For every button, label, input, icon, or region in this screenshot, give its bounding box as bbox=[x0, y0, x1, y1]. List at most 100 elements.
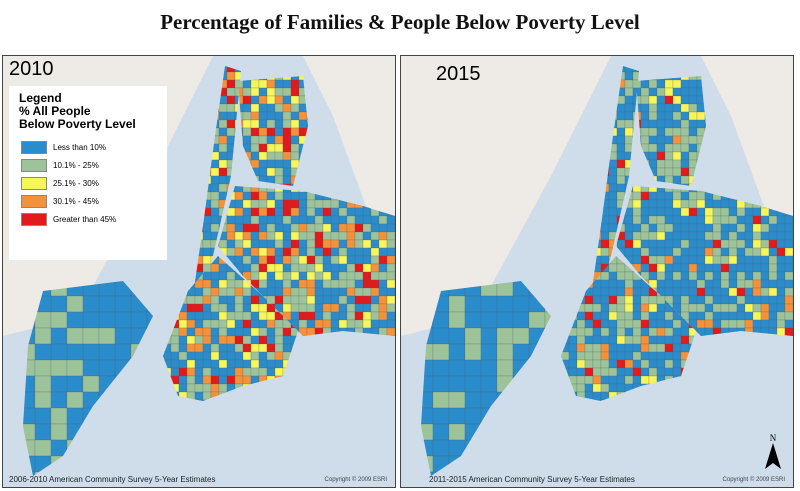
tract bbox=[147, 416, 155, 424]
tract bbox=[179, 416, 187, 424]
tract bbox=[235, 392, 243, 400]
tract bbox=[155, 352, 163, 360]
tract bbox=[171, 272, 179, 280]
tract bbox=[218, 103, 228, 113]
tract bbox=[315, 408, 323, 416]
tract bbox=[379, 400, 387, 408]
tract bbox=[75, 464, 83, 472]
tract bbox=[99, 448, 107, 456]
tract bbox=[155, 416, 163, 424]
tract bbox=[298, 95, 308, 105]
tract bbox=[339, 152, 347, 160]
tract bbox=[379, 368, 387, 376]
tract bbox=[227, 416, 235, 424]
tract bbox=[339, 344, 347, 352]
tract bbox=[99, 400, 107, 408]
tract bbox=[187, 192, 195, 200]
tract bbox=[202, 215, 212, 225]
tract bbox=[171, 448, 179, 456]
tract bbox=[210, 66, 220, 73]
tract bbox=[210, 135, 220, 145]
tract bbox=[187, 448, 195, 456]
tract bbox=[139, 360, 147, 368]
tract bbox=[11, 368, 19, 376]
tract bbox=[355, 360, 363, 368]
tract bbox=[210, 207, 220, 217]
tract bbox=[299, 352, 307, 360]
tract bbox=[195, 448, 203, 456]
tract bbox=[235, 408, 243, 416]
tract bbox=[323, 168, 331, 176]
tract bbox=[179, 456, 187, 464]
tract bbox=[315, 136, 323, 144]
tract bbox=[275, 472, 283, 480]
tract bbox=[179, 272, 187, 280]
tract bbox=[339, 416, 347, 424]
tract bbox=[115, 432, 123, 440]
tract bbox=[11, 336, 19, 344]
tract bbox=[298, 143, 308, 153]
tract bbox=[155, 392, 163, 400]
tract bbox=[258, 127, 268, 137]
tract bbox=[123, 272, 131, 280]
tract bbox=[210, 231, 220, 241]
tract bbox=[155, 424, 163, 432]
tract bbox=[339, 408, 347, 416]
tract bbox=[307, 432, 315, 440]
tract bbox=[179, 128, 187, 136]
tract bbox=[347, 392, 355, 400]
tract bbox=[307, 352, 315, 360]
tract bbox=[266, 103, 276, 113]
tract bbox=[371, 424, 379, 432]
tract bbox=[331, 184, 339, 192]
tract bbox=[203, 440, 211, 448]
tract bbox=[275, 400, 283, 408]
tract bbox=[387, 352, 395, 360]
tract bbox=[323, 392, 331, 400]
tract bbox=[306, 103, 308, 113]
tract bbox=[187, 424, 195, 432]
tract bbox=[291, 56, 299, 64]
tract bbox=[243, 472, 251, 480]
tract bbox=[195, 440, 203, 448]
tract bbox=[179, 432, 187, 440]
tract bbox=[219, 408, 227, 416]
tract bbox=[307, 88, 315, 96]
tract bbox=[99, 408, 107, 416]
tract bbox=[115, 272, 123, 280]
tract bbox=[11, 432, 19, 440]
tract bbox=[194, 143, 204, 153]
tract bbox=[226, 159, 236, 169]
tract bbox=[267, 432, 275, 440]
tract bbox=[115, 392, 123, 400]
tract bbox=[139, 384, 147, 392]
tract bbox=[266, 111, 276, 121]
tract bbox=[323, 144, 331, 152]
tract bbox=[227, 448, 235, 456]
tract bbox=[187, 400, 195, 408]
tract bbox=[147, 296, 155, 304]
tract bbox=[323, 408, 331, 416]
tract bbox=[242, 135, 252, 145]
tract bbox=[347, 408, 355, 416]
tract bbox=[171, 200, 179, 208]
tract bbox=[387, 472, 395, 480]
tract bbox=[11, 360, 19, 368]
tract bbox=[179, 152, 187, 160]
tract bbox=[331, 144, 339, 152]
tract bbox=[299, 440, 307, 448]
tract bbox=[323, 392, 331, 400]
tract bbox=[379, 344, 387, 352]
tract bbox=[291, 384, 299, 392]
tract bbox=[131, 456, 139, 464]
tract bbox=[259, 472, 267, 480]
tract bbox=[331, 128, 339, 136]
tract bbox=[234, 143, 241, 153]
tract bbox=[331, 160, 339, 168]
tract bbox=[179, 200, 187, 208]
tract bbox=[179, 400, 187, 408]
tract bbox=[379, 432, 387, 440]
tract bbox=[75, 448, 83, 456]
tract bbox=[235, 464, 243, 472]
tract bbox=[283, 56, 291, 64]
